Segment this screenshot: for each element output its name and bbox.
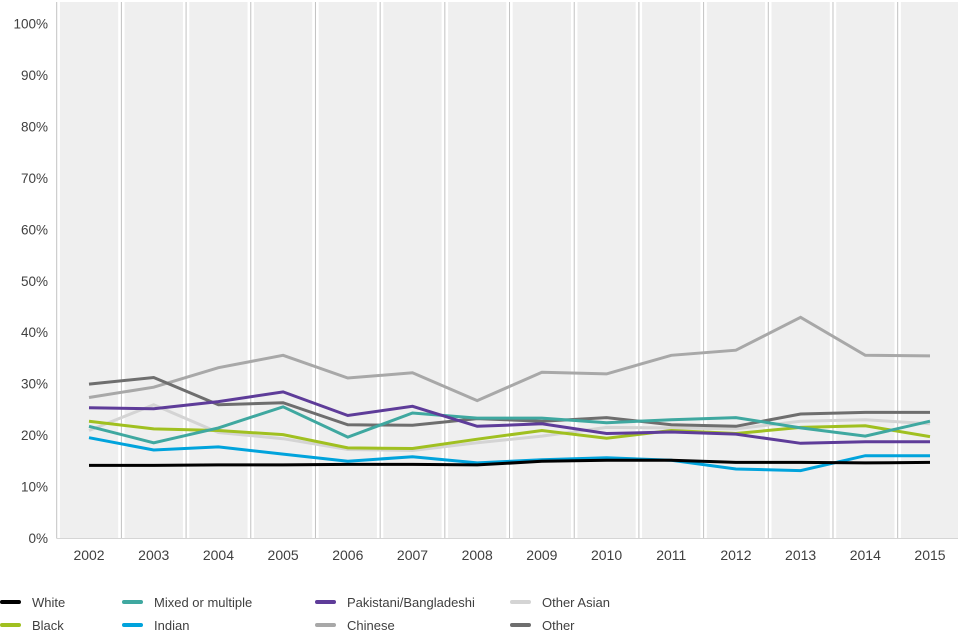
year-column-band [577, 2, 636, 539]
legend-item-mixed-or-multiple: Mixed or multiple [122, 594, 252, 610]
series-line-other [88, 375, 930, 428]
x-axis-tick-label: 2012 [720, 547, 751, 563]
year-column-band [59, 2, 119, 539]
legend-label: Pakistani/Bangladeshi [347, 595, 475, 610]
legend-item-other-asian: Other Asian [510, 594, 610, 610]
legend-label: Other Asian [542, 595, 610, 610]
year-column-band [124, 2, 183, 539]
series-line-black [88, 419, 931, 451]
y-axis-tick-label: 40% [21, 325, 48, 340]
legend-item-chinese: Chinese [315, 617, 395, 633]
legend-swatch-black [0, 622, 21, 628]
legend-swatch-pakistani-bangladeshi [315, 599, 336, 605]
legend-swatch-mixed-or-multiple [122, 599, 143, 605]
x-axis-tick-label: 2010 [591, 547, 622, 563]
x-axis-tick-label: 2008 [462, 547, 493, 563]
year-column-band [512, 2, 572, 539]
x-axis-tick-label: 2011 [656, 547, 686, 563]
x-axis-tick-label: 2009 [526, 547, 557, 563]
y-axis-tick-label: 80% [21, 119, 48, 134]
series-line-indian [88, 436, 930, 473]
legend-label: Chinese [347, 618, 395, 633]
legend-label: White [32, 595, 66, 610]
y-axis-tick-label: 20% [21, 428, 48, 443]
legend-item-white: White [0, 594, 65, 610]
legend-swatch-white [0, 599, 21, 605]
y-axis-tick-label: 70% [21, 171, 48, 186]
legend-swatch-indian [122, 622, 143, 628]
legend-label: Black [32, 618, 64, 633]
x-axis-tick-label: 2002 [73, 547, 104, 563]
plot-area: 0% 10% 20% 30% 40% 50% 60% 70% 80% 90% 100% 2002 200… [13, 2, 958, 563]
year-column-band [642, 2, 701, 539]
series-line-white [89, 458, 931, 467]
y-axis-tick-label: 100% [13, 17, 48, 32]
chart-legend: White Black Mixed or multiple Indian Pakista… [0, 588, 960, 640]
legend-swatch-other-asian [510, 599, 531, 605]
legend-swatch-chinese [315, 622, 336, 628]
series-line-chinese [88, 315, 931, 403]
legend-item-indian: Indian [122, 617, 189, 633]
legend-item-other: Other [510, 617, 575, 633]
x-axis-tick-label: 2006 [332, 547, 363, 563]
year-column-band [706, 2, 766, 539]
x-axis-tick-label: 2013 [785, 547, 816, 563]
y-axis-tick-label: 0% [28, 531, 48, 546]
y-axis-tick-label: 30% [21, 377, 48, 392]
y-axis-tick-label: 90% [21, 68, 48, 83]
x-axis-tick-label: 2005 [268, 547, 299, 563]
legend-swatch-other [510, 622, 531, 628]
x-axis-tick-label: 2004 [203, 547, 234, 563]
y-axis-tick-label: 10% [21, 480, 48, 495]
y-axis-tick-label: 60% [21, 222, 48, 237]
x-axis-tick-label: 2015 [914, 547, 945, 563]
legend-label: Other [542, 618, 575, 633]
year-column-band [771, 2, 830, 539]
year-column-band [836, 2, 895, 539]
legend-label: Mixed or multiple [154, 595, 253, 610]
x-axis-tick-label: 2014 [850, 547, 881, 563]
year-column-band [900, 2, 958, 539]
year-column-band [189, 2, 248, 539]
legend-label: Indian [154, 618, 190, 633]
y-axis-tick-label: 50% [21, 274, 48, 289]
series-line-pakistani-bangladeshi [88, 390, 930, 445]
year-column-band [253, 2, 313, 539]
x-axis-tick-label: 2003 [138, 547, 169, 563]
year-column-band [448, 2, 507, 539]
series-line-mixed-or-multiple [88, 405, 931, 445]
legend-item-pakistani-bangladeshi: Pakistani/Bangladeshi [315, 594, 475, 610]
x-axis-tick-label: 2007 [397, 547, 428, 563]
legend-item-black: Black [0, 617, 64, 633]
series-line-other-asian [88, 403, 931, 453]
